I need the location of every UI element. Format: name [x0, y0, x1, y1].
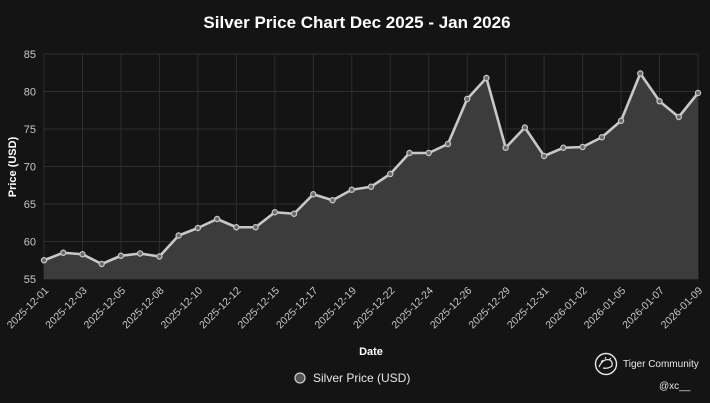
tiger-logo-icon — [594, 352, 618, 376]
data-point[interactable] — [40, 257, 48, 264]
data-point[interactable] — [79, 251, 86, 258]
data-point[interactable] — [406, 149, 413, 157]
data-point[interactable] — [117, 252, 125, 259]
legend-label: Silver Price (USD) — [313, 371, 410, 385]
data-point[interactable] — [560, 144, 567, 151]
y-tick-label: 70 — [24, 162, 36, 174]
data-point[interactable] — [540, 152, 548, 160]
data-point[interactable] — [136, 250, 144, 257]
data-point[interactable] — [483, 74, 490, 82]
legend[interactable]: Silver Price (USD) — [294, 371, 410, 385]
data-point[interactable] — [194, 224, 202, 232]
legend-marker — [294, 372, 306, 384]
chart-title: Silver Price Chart Dec 2025 - Jan 2026 — [203, 13, 510, 32]
y-tick-label: 60 — [24, 237, 36, 249]
data-point[interactable] — [252, 224, 259, 231]
y-tick-label: 75 — [24, 124, 36, 136]
x-tick-label: 2026-01-09 — [659, 285, 706, 332]
watermark-handle: @xc__ — [659, 381, 691, 392]
data-point[interactable] — [463, 95, 471, 103]
data-point[interactable] — [656, 98, 663, 105]
data-point[interactable] — [367, 183, 375, 190]
data-point[interactable] — [521, 124, 529, 131]
data-point[interactable] — [348, 186, 355, 193]
data-point[interactable] — [617, 117, 625, 124]
data-point[interactable] — [694, 89, 702, 97]
watermark: Tiger Community @xc__ — [594, 352, 699, 392]
watermark-brand: Tiger Community — [623, 359, 699, 370]
data-point[interactable] — [175, 232, 182, 239]
data-point[interactable] — [425, 149, 432, 157]
x-axis-ticks: 2025-12-012025-12-032025-12-052025-12-08… — [5, 285, 706, 332]
data-point[interactable] — [637, 70, 644, 77]
data-point[interactable] — [290, 210, 298, 217]
data-point[interactable] — [579, 143, 586, 151]
data-point[interactable] — [329, 197, 336, 204]
series-silver-price — [40, 70, 702, 279]
y-tick-label: 80 — [24, 87, 36, 99]
data-point[interactable] — [310, 191, 317, 198]
y-tick-label: 65 — [24, 199, 36, 211]
y-tick-label: 85 — [24, 49, 36, 61]
data-point[interactable] — [156, 253, 163, 260]
data-point[interactable] — [233, 224, 240, 231]
series-area-fill — [44, 73, 698, 279]
data-point[interactable] — [60, 249, 67, 256]
data-point[interactable] — [444, 140, 452, 148]
data-point[interactable] — [598, 134, 606, 141]
x-axis-title: Date — [359, 346, 383, 358]
data-point[interactable] — [271, 209, 279, 216]
data-point[interactable] — [502, 144, 509, 151]
y-tick-label: 55 — [24, 274, 36, 286]
data-point[interactable] — [675, 113, 682, 121]
y-axis-ticks: 55 60 65 70 75 80 85 — [24, 49, 36, 286]
data-point[interactable] — [213, 215, 221, 223]
data-point[interactable] — [98, 260, 105, 268]
y-axis-title: Price (USD) — [7, 136, 19, 197]
data-point[interactable] — [387, 170, 394, 178]
